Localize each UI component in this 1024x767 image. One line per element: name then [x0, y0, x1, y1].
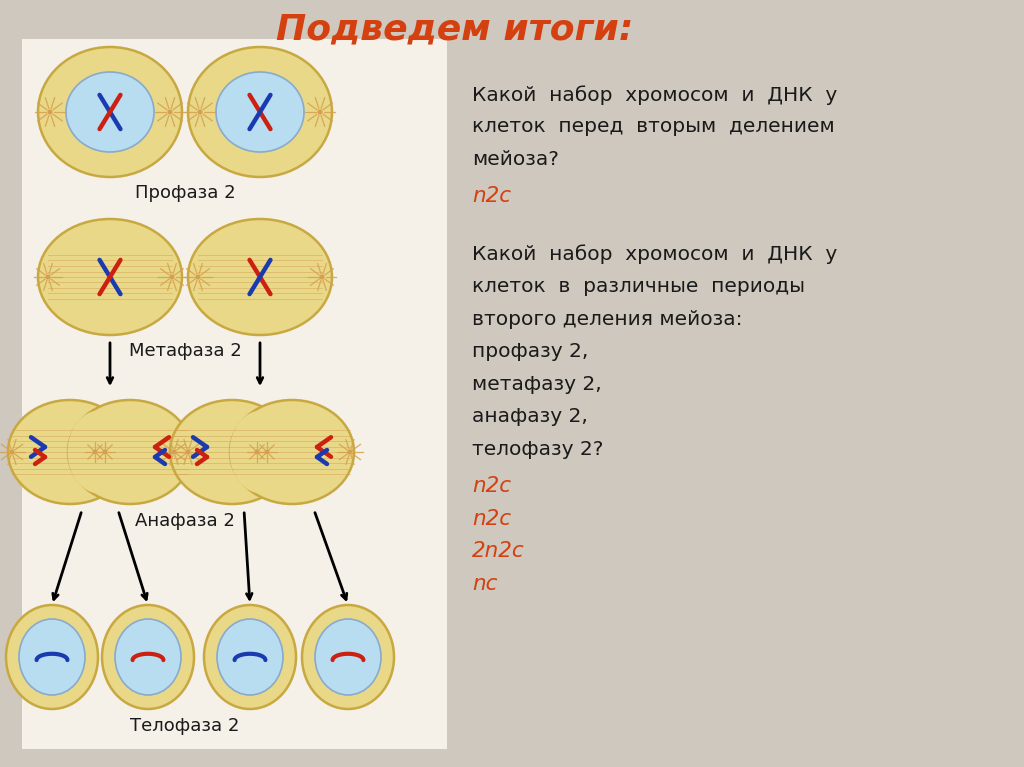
Text: Профаза 2: Профаза 2 [135, 184, 236, 202]
Text: n2c: n2c [472, 509, 511, 528]
Ellipse shape [6, 605, 98, 709]
Ellipse shape [315, 619, 381, 695]
Ellipse shape [19, 619, 85, 695]
Ellipse shape [68, 410, 132, 494]
Text: Какой  набор  хромосом  и  ДНК  у: Какой набор хромосом и ДНК у [472, 85, 838, 104]
Text: 2n2c: 2n2c [472, 541, 524, 561]
Ellipse shape [230, 400, 354, 504]
Ellipse shape [8, 400, 132, 504]
Text: Метафаза 2: Метафаза 2 [129, 342, 242, 360]
Circle shape [318, 110, 322, 114]
Circle shape [10, 450, 13, 454]
Text: Телофаза 2: Телофаза 2 [130, 717, 240, 735]
Text: телофазу 2?: телофазу 2? [472, 439, 603, 459]
Ellipse shape [38, 47, 182, 177]
Circle shape [197, 275, 200, 278]
Text: анафазу 2,: анафазу 2, [472, 407, 588, 426]
Ellipse shape [229, 410, 295, 494]
Circle shape [46, 275, 50, 278]
Ellipse shape [68, 400, 193, 504]
Text: клеток  перед  вторым  делением: клеток перед вторым делением [472, 117, 835, 137]
Ellipse shape [66, 72, 154, 152]
Ellipse shape [216, 72, 304, 152]
Text: профазу 2,: профазу 2, [472, 342, 589, 361]
Text: nc: nc [472, 574, 498, 594]
Circle shape [348, 450, 352, 454]
FancyBboxPatch shape [22, 39, 447, 749]
Circle shape [265, 450, 268, 454]
Text: Какой  набор  хромосом  и  ДНК  у: Какой набор хромосом и ДНК у [472, 245, 838, 264]
Ellipse shape [188, 219, 332, 335]
Ellipse shape [38, 219, 182, 335]
Circle shape [172, 450, 176, 454]
Text: n2c: n2c [472, 476, 511, 496]
Text: клеток  в  различные  периоды: клеток в различные периоды [472, 277, 805, 296]
Text: n2c: n2c [472, 186, 511, 206]
Circle shape [103, 450, 106, 454]
Ellipse shape [102, 605, 194, 709]
Text: метафазу 2,: метафазу 2, [472, 374, 602, 393]
Circle shape [186, 450, 189, 454]
Circle shape [255, 450, 259, 454]
Text: Анафаза 2: Анафаза 2 [135, 512, 234, 530]
Ellipse shape [115, 619, 181, 695]
Text: мейоза?: мейоза? [472, 150, 559, 169]
Circle shape [170, 275, 174, 278]
Circle shape [321, 275, 324, 278]
Text: Подведем итоги:: Подведем итоги: [276, 12, 634, 46]
Ellipse shape [302, 605, 394, 709]
Text: второго деления мейоза:: второго деления мейоза: [472, 310, 742, 328]
Ellipse shape [188, 47, 332, 177]
Circle shape [199, 110, 202, 114]
Ellipse shape [217, 619, 283, 695]
Ellipse shape [170, 400, 294, 504]
Circle shape [93, 450, 97, 454]
Ellipse shape [204, 605, 296, 709]
Circle shape [48, 110, 52, 114]
Circle shape [168, 110, 172, 114]
